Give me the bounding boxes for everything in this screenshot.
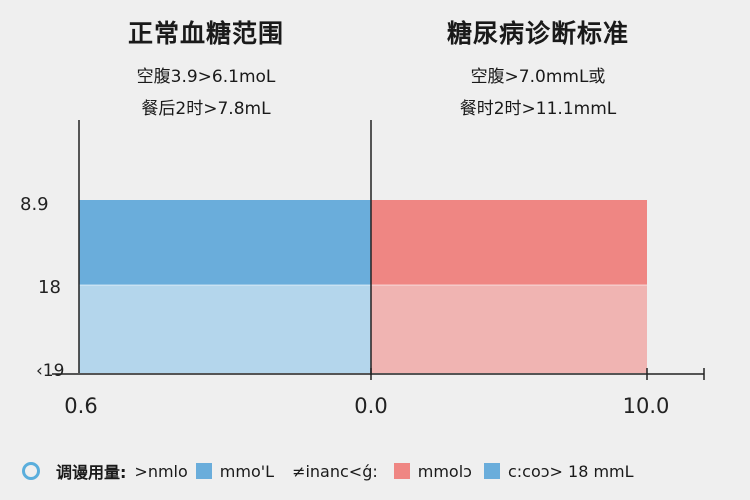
bar-diabetes-upper — [371, 200, 647, 285]
x-tick-label: 0.6 — [64, 394, 97, 418]
chart-legend: 调谩用量: >nmlo mmo'L ≠inanc<ǵ: mmolↄ c:coↄ>… — [22, 456, 634, 486]
bar-normal-upper — [79, 200, 371, 285]
legend-swatch-blue-2 — [483, 463, 500, 479]
legend-item-1: >nmlo — [134, 461, 188, 481]
right-panel-title: 糖尿病诊断标准 — [446, 19, 629, 48]
left-panel-line-2: 餐后2时>7.8mL — [141, 99, 271, 119]
y-tick-label: 8.9 — [20, 194, 49, 215]
legend-prefix: 调谩用量: — [56, 463, 127, 482]
left-panel-line-1: 空腹3.9>6.1moL — [136, 67, 276, 87]
y-tick-label: 18 — [38, 277, 61, 298]
right-panel-line-2: 餐时2时>11.1mmL — [459, 99, 617, 119]
legend-item-3: ≠inanc<ǵ: — [292, 461, 378, 481]
x-tick-label: 10.0 — [623, 394, 670, 418]
legend-item-5: c:coↄ> 18 mmL — [507, 461, 634, 481]
left-panel-title: 正常血糖范围 — [127, 19, 284, 48]
legend-item-4: mmolↄ — [417, 461, 472, 481]
legend-swatch-blue — [195, 463, 212, 479]
legend-swatch-red — [393, 463, 410, 479]
legend-item-2: mmo'L — [219, 461, 275, 481]
x-tick-label: 0.0 — [354, 394, 387, 418]
right-panel-line-1: 空腹>7.0mmL或 — [470, 67, 606, 87]
legend-circle-icon — [22, 462, 40, 480]
bar-normal-lower — [79, 285, 371, 373]
bar-diabetes-lower — [371, 285, 647, 373]
y-tick-label: ‹19 — [36, 361, 64, 381]
